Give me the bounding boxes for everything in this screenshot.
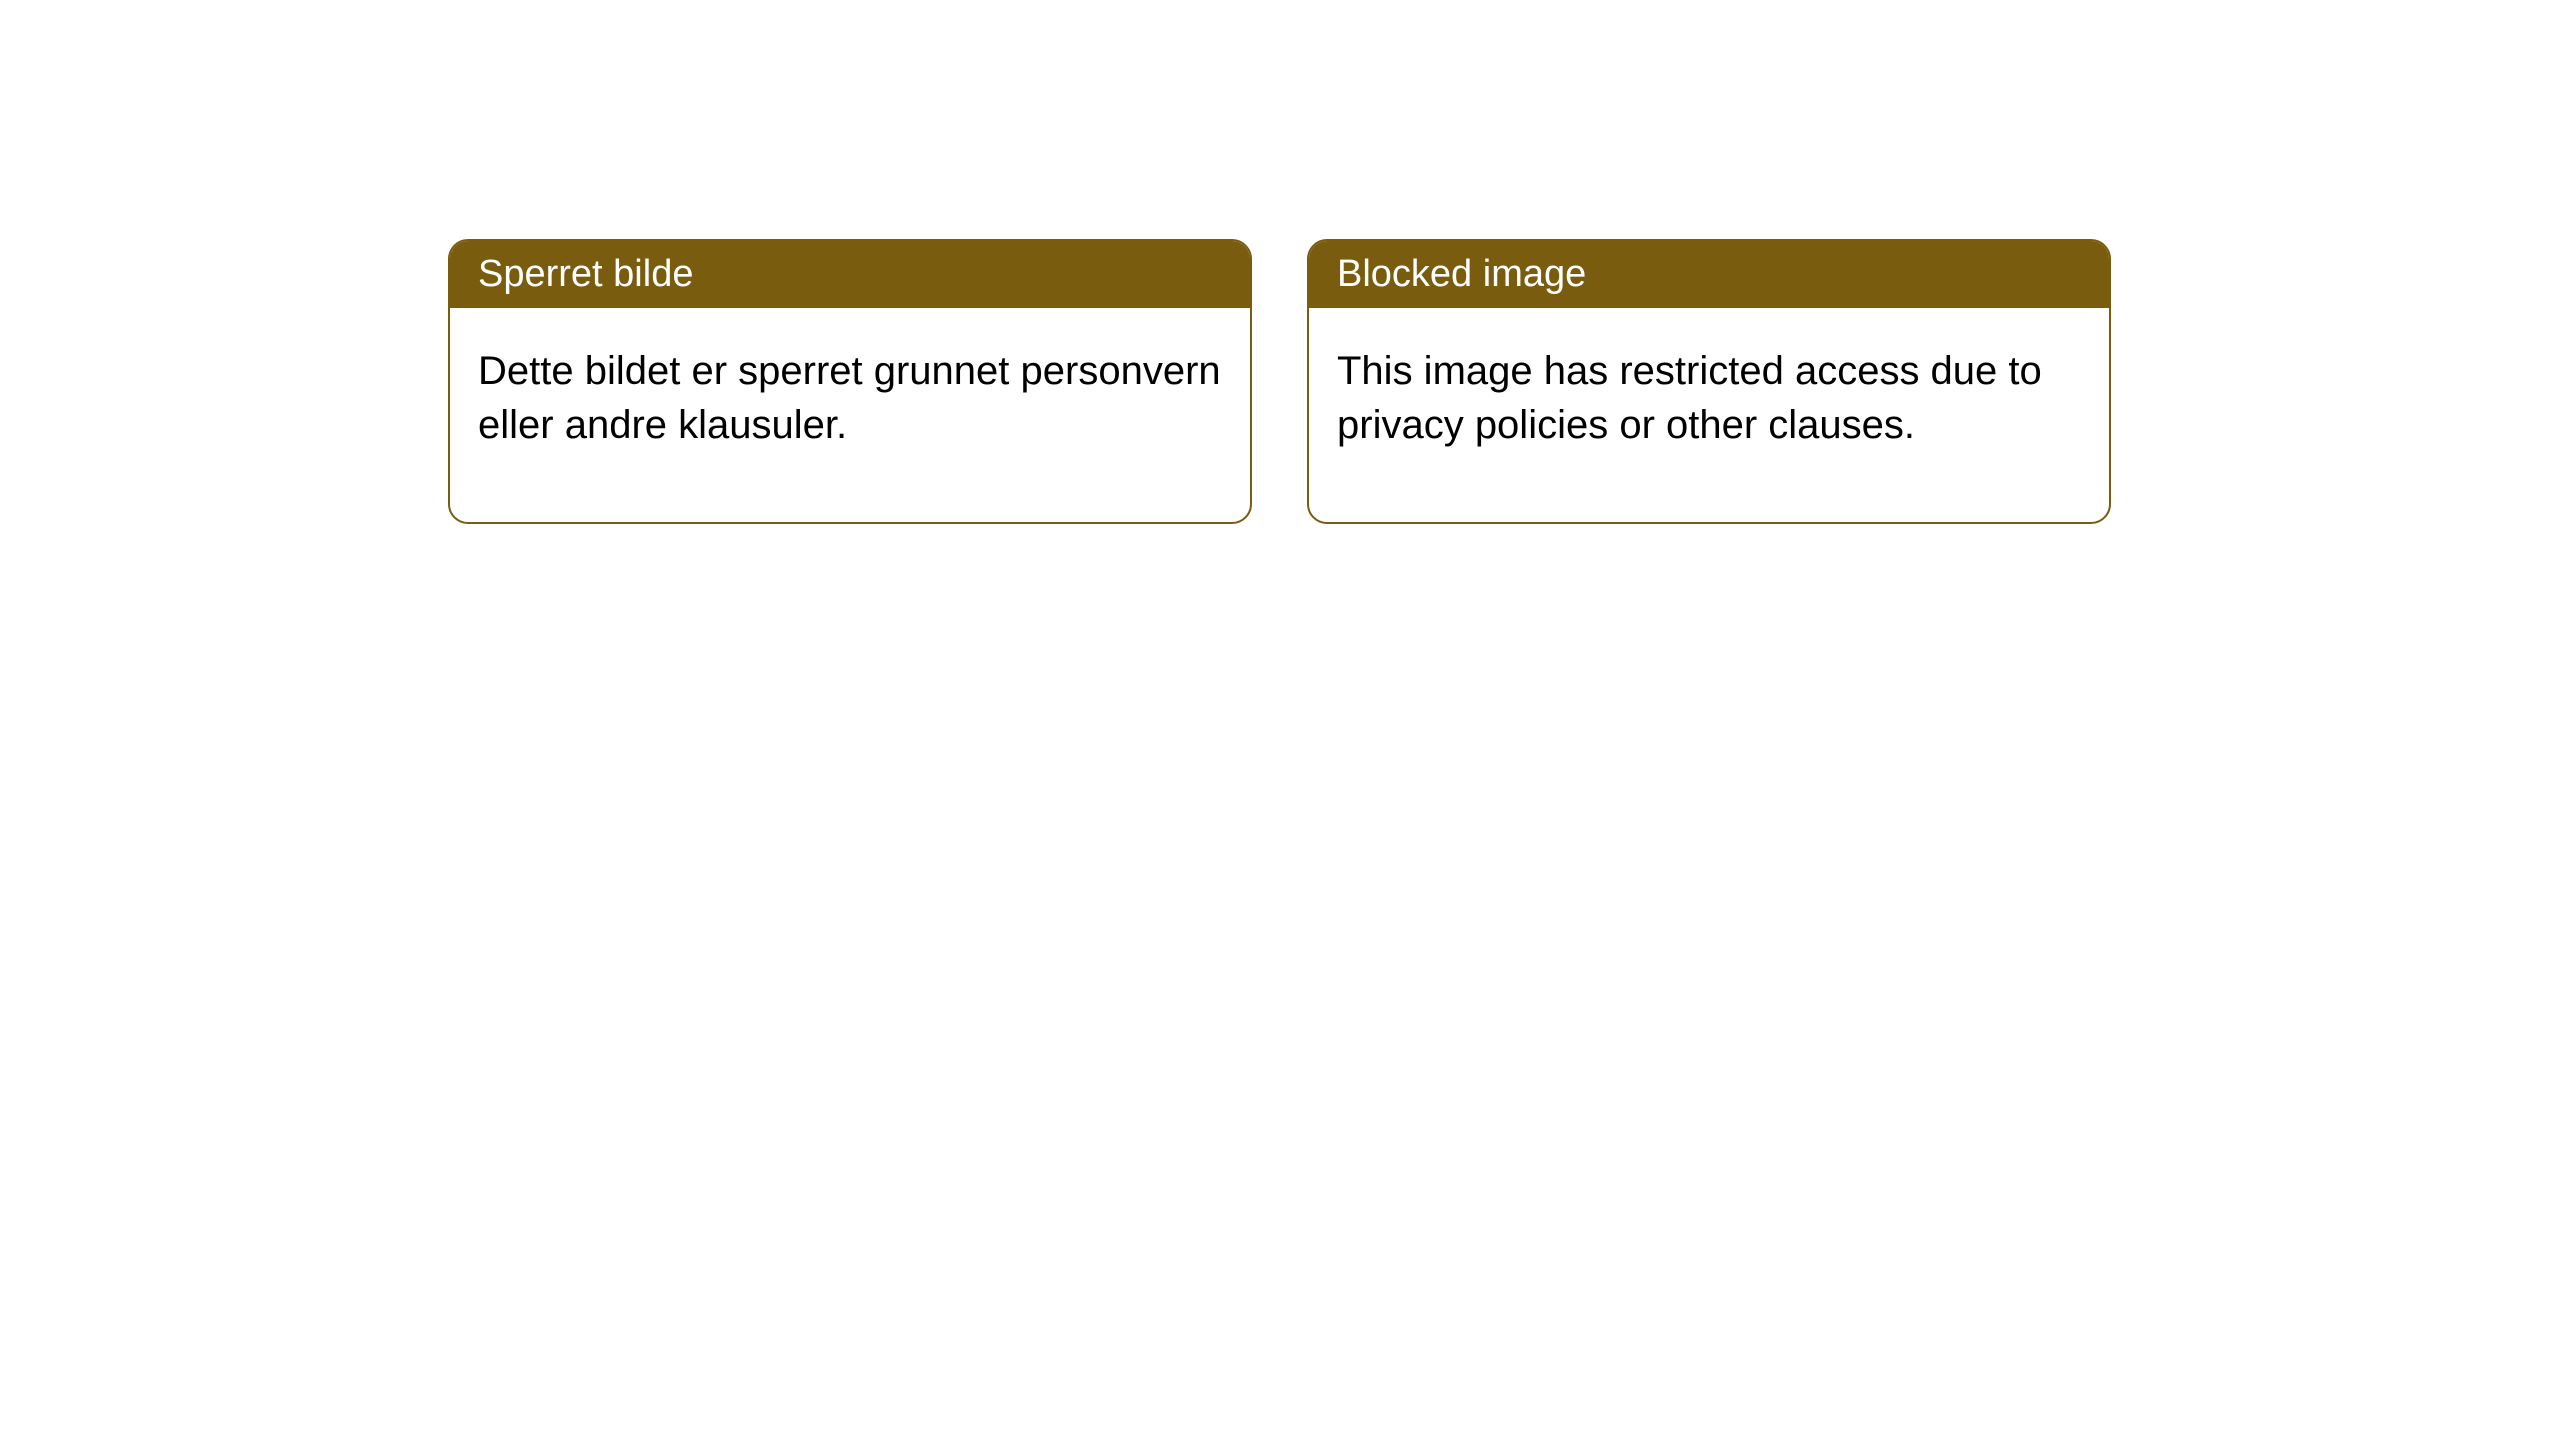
notice-card-norwegian: Sperret bilde Dette bildet er sperret gr…	[448, 239, 1252, 524]
notice-title: Sperret bilde	[450, 241, 1250, 308]
notice-title: Blocked image	[1309, 241, 2109, 308]
notice-body: Dette bildet er sperret grunnet personve…	[450, 308, 1250, 522]
notice-card-english: Blocked image This image has restricted …	[1307, 239, 2111, 524]
notice-body: This image has restricted access due to …	[1309, 308, 2109, 522]
notice-container: Sperret bilde Dette bildet er sperret gr…	[448, 239, 2111, 524]
